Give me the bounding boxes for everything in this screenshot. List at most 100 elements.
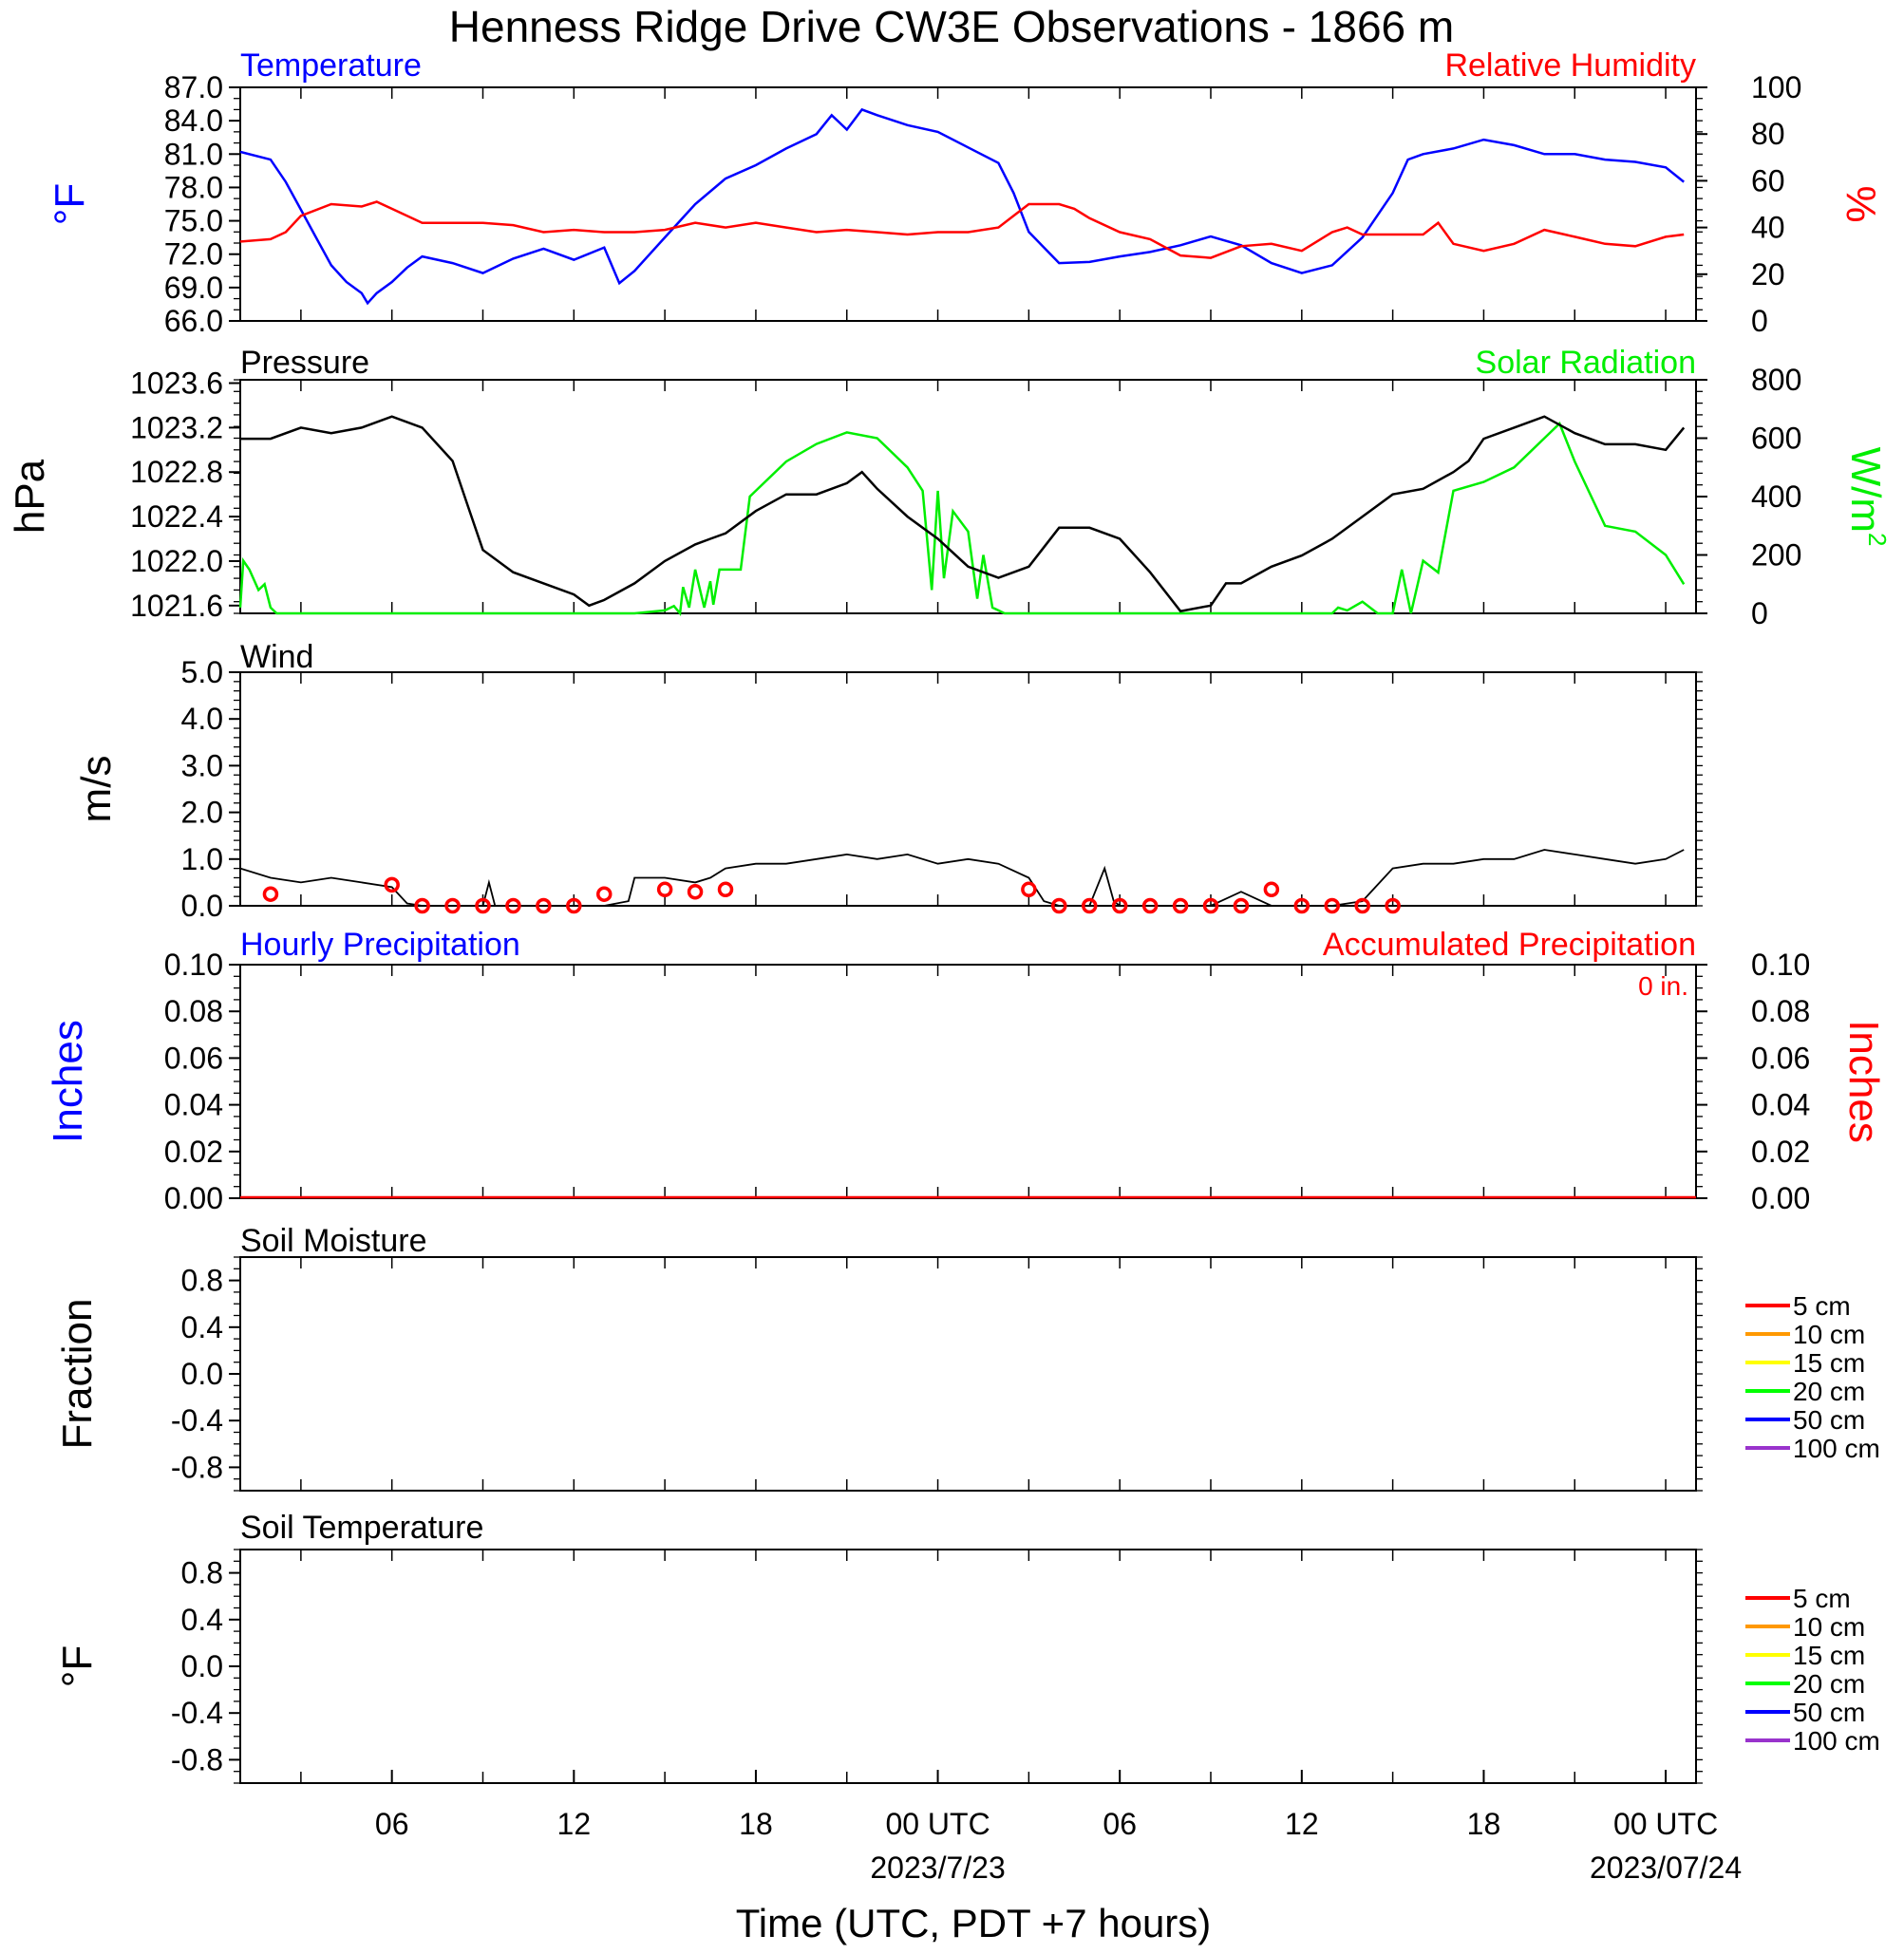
left-tick-label: 0.08 <box>164 994 223 1028</box>
wind-marker <box>505 897 521 914</box>
wind-marker <box>566 897 582 914</box>
temperature-time-ticks <box>300 87 1667 321</box>
legend-label: 100 cm <box>1793 1726 1880 1756</box>
wind-line <box>239 849 1685 907</box>
left-tick-label: -0.8 <box>171 1742 223 1776</box>
wind-marker <box>1202 897 1219 914</box>
right-tick-label: 20 <box>1751 257 1785 291</box>
left-tick-label: 0.0 <box>181 1357 223 1391</box>
left-tick-label: 0.00 <box>164 1181 223 1215</box>
right-tick-label: 80 <box>1751 117 1785 151</box>
legend-label: 10 cm <box>1793 1320 1865 1349</box>
hourly-precip-axis-ticks: 0.10 0.08 0.06 0.04 0.02 0.00 <box>164 948 240 1215</box>
wind-frame <box>239 671 1697 907</box>
wind-marker <box>1324 897 1340 914</box>
left-tick-label: 66.0 <box>164 304 223 338</box>
accum-precip-ylabel: Inches <box>1840 1020 1887 1143</box>
wind-marker <box>414 897 430 914</box>
legend-label: 50 cm <box>1793 1405 1865 1435</box>
left-tick-label: 75.0 <box>164 204 223 238</box>
temperature-minor-ticks <box>234 86 1703 322</box>
temperature-frame <box>239 86 1697 322</box>
left-tick-label: 69.0 <box>164 271 223 305</box>
left-tick-label: 72.0 <box>164 237 223 272</box>
pressure-line <box>240 415 1686 613</box>
wind-marker <box>687 883 704 900</box>
wind-title: Wind <box>240 639 313 675</box>
right-tick-label: 800 <box>1751 363 1801 397</box>
pressure-ylabel: hPa <box>7 459 53 534</box>
left-tick-label: 1023.6 <box>130 366 223 401</box>
left-tick-label: 78.0 <box>164 170 223 204</box>
left-tick-label: -0.4 <box>171 1696 223 1730</box>
left-tick-label: -0.4 <box>171 1403 223 1437</box>
left-tick-label: 0.4 <box>181 1603 223 1637</box>
right-tick-label: 0 <box>1751 596 1768 630</box>
soil-temperature-title: Soil Temperature <box>240 1510 483 1546</box>
left-tick-label: 0.8 <box>181 1264 223 1298</box>
hourly-precip-ylabel: Inches <box>45 1020 91 1143</box>
wind-marker <box>1021 881 1037 898</box>
wind-marker <box>475 897 491 914</box>
left-tick-label: -0.8 <box>171 1450 223 1484</box>
left-tick-label: 1023.2 <box>130 410 223 444</box>
solar-ylabel-sup: 2 <box>1863 533 1892 546</box>
left-tick-label: 1022.0 <box>130 544 223 578</box>
time-axis-labels: 06 12 18 00 UTC 2023/7/23 06 12 18 00 UTC 2023/07… <box>375 1770 1742 1885</box>
time-tick-label: 06 <box>375 1807 409 1841</box>
soil-moisture-minor-ticks <box>234 1256 1703 1492</box>
humidity-title: Relative Humidity <box>1444 47 1696 84</box>
solar-ylabel: W/m2 <box>1842 447 1892 547</box>
wind-marker <box>1263 881 1280 898</box>
left-tick-label: 0.0 <box>181 1649 223 1683</box>
wind-marker <box>1051 897 1067 914</box>
soil-moisture-time-ticks <box>300 1257 1667 1491</box>
humidity-ylabel: % <box>1838 185 1884 222</box>
left-tick-label: 2.0 <box>181 796 223 830</box>
left-tick-label: 1022.8 <box>130 455 223 489</box>
precip-frame <box>239 964 1697 1199</box>
time-date-label: 2023/07/24 <box>1590 1851 1742 1885</box>
wind-marker <box>717 881 734 898</box>
time-tick-label: 18 <box>739 1807 773 1841</box>
wind-marker <box>536 897 552 914</box>
pressure-panel: Pressure Solar Radiation hPa W/m2 1023.6… <box>7 345 1892 630</box>
solar-axis-ticks: 800 600 400 200 0 <box>1696 363 1801 630</box>
solar-title: Solar Radiation <box>1476 345 1696 381</box>
right-tick-label: 0.02 <box>1751 1135 1810 1169</box>
time-tick-label: 06 <box>1103 1807 1137 1841</box>
right-tick-label: 600 <box>1751 422 1801 456</box>
soil-moisture-axis-ticks: 0.8 0.4 0.0 -0.4 -0.8 <box>171 1264 240 1484</box>
time-tick-label: 12 <box>1285 1807 1319 1841</box>
temperature-panel: Temperature Relative Humidity °F % 87.08… <box>47 47 1884 338</box>
left-tick-label: 0.10 <box>164 948 223 982</box>
pressure-axis-ticks: 1023.6 1023.2 1022.8 1022.4 1022.0 1021.6 <box>130 366 240 623</box>
right-tick-label: 0.10 <box>1751 948 1810 982</box>
temperature-title: Temperature <box>240 47 422 84</box>
right-tick-label: 40 <box>1751 211 1785 245</box>
pressure-time-ticks <box>300 380 1667 613</box>
right-tick-label: 400 <box>1751 479 1801 514</box>
soil-temperature-minor-ticks <box>234 1549 1703 1784</box>
left-tick-label: 1.0 <box>181 842 223 876</box>
time-tick-label: 12 <box>557 1807 592 1841</box>
wind-marker <box>1141 897 1159 914</box>
accum-precip-total: 0 in. <box>1638 971 1688 1001</box>
legend-label: 20 cm <box>1793 1377 1865 1406</box>
wind-ylabel: m/s <box>73 756 120 823</box>
soil-moisture-title: Soil Moisture <box>240 1223 427 1259</box>
solar-ylabel-unit: W/m <box>1842 447 1889 533</box>
wind-marker <box>262 886 279 902</box>
right-tick-label: 100 <box>1751 70 1801 104</box>
left-tick-label: 87.0 <box>164 70 223 104</box>
time-tick-label: 00 UTC <box>885 1807 990 1841</box>
left-tick-label: 4.0 <box>181 702 223 736</box>
accum-precip-axis-ticks: 0.10 0.08 0.06 0.04 0.02 0.00 <box>1696 948 1810 1215</box>
wind-marker <box>656 881 673 898</box>
soil-moisture-panel: Soil Moisture Fraction 0.8 0.4 0.0 -0.4 -0.8… <box>54 1223 1880 1492</box>
soil-temperature-time-ticks <box>300 1550 1667 1783</box>
left-tick-label: 81.0 <box>164 137 223 171</box>
legend-label: 15 cm <box>1793 1348 1865 1378</box>
